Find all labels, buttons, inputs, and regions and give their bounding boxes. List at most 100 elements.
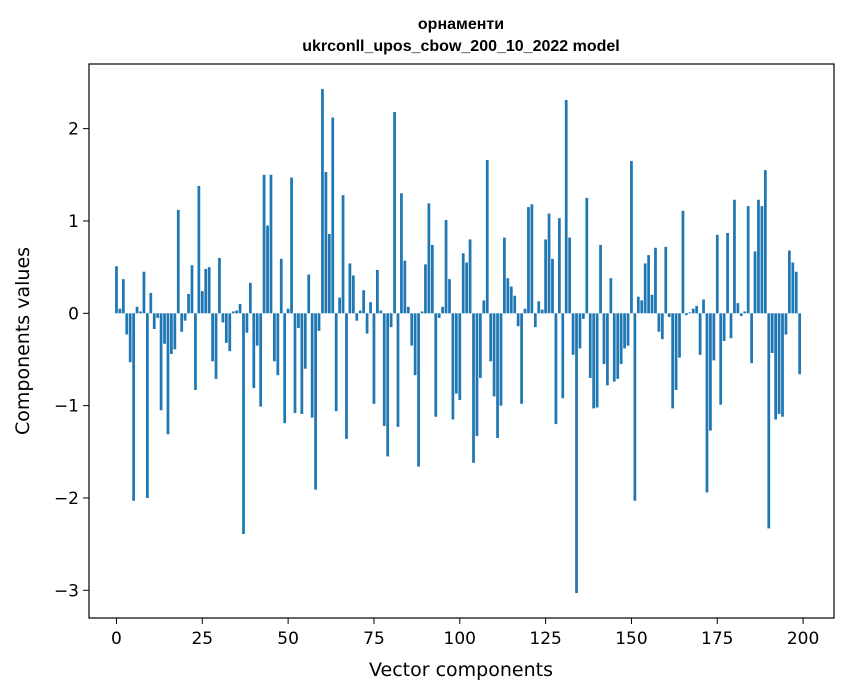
bar [142,271,146,314]
bars-group [115,88,802,594]
bar [430,244,434,314]
bar [798,313,802,375]
bar [513,295,517,314]
bar [685,313,688,316]
bar [448,279,451,314]
bar [145,313,149,498]
bar [489,313,493,362]
bar [444,220,448,314]
bar [743,311,747,314]
bar [331,117,335,314]
bar [739,313,743,317]
bar [132,313,136,501]
y-tick-label: 2 [68,120,79,140]
bar [606,313,609,386]
bar [643,263,647,314]
bar [297,313,300,329]
x-tick-label: 25 [191,629,213,649]
bar [705,313,709,493]
bar [503,237,506,314]
bar [231,311,235,314]
bar [619,313,623,365]
bar [472,313,475,463]
bar [379,310,383,314]
bar [159,313,163,411]
bar [139,311,142,314]
chart-subtitle: ukrconll_upos_cbow_200_10_2022 model [302,38,619,55]
bar [753,251,757,314]
bar [273,313,276,362]
bar [286,308,290,314]
bar [784,313,788,335]
bar [276,313,280,376]
x-tick-label: 125 [529,629,561,649]
bar [324,172,328,314]
bar [382,313,386,426]
bar [757,199,760,314]
x-tick-label: 75 [363,629,385,649]
bar [125,313,129,335]
plot-frame [88,63,835,619]
bar [283,313,287,424]
bar [365,313,369,334]
bar [585,197,589,314]
bar [599,244,602,314]
bar [688,312,692,314]
bar [255,313,259,346]
bar [506,278,510,314]
bar [187,293,190,314]
bar [702,299,705,314]
y-axis-label: Components values [12,247,34,435]
bar [750,313,753,364]
bar [712,313,716,361]
x-tick-label: 0 [111,629,122,649]
bar [479,313,482,378]
y-ticks: 2 1 0 −1 −2 −3 [54,120,89,601]
bar [788,250,791,314]
bar [269,174,273,314]
bar [183,313,187,321]
bar [636,296,640,314]
y-tick-label: −3 [54,581,79,601]
bar [674,313,678,390]
bar [163,313,166,344]
bar [403,260,407,314]
bar [200,291,204,314]
x-tick-label: 50 [277,629,299,649]
bar [214,313,218,379]
bar [509,286,513,314]
bar [612,313,616,382]
bar [128,313,132,363]
bar [427,203,431,314]
bar [465,262,469,314]
bar [544,239,547,314]
bar [630,160,633,314]
bar [190,265,194,314]
bar [413,313,417,376]
bar [194,313,197,390]
bar [763,170,767,314]
bar [468,239,472,314]
bar [499,313,503,406]
bar [527,207,530,314]
bar [327,233,331,314]
bar [654,247,657,314]
bar [303,313,307,369]
bar [530,204,534,314]
bar [794,271,798,314]
y-tick-label: −1 [54,397,79,417]
bar [520,313,523,404]
bar [516,313,520,327]
y-tick-label: 0 [68,304,79,324]
bar [317,313,321,331]
bar [238,304,242,314]
bar [118,308,122,314]
x-tick-label: 100 [444,629,476,649]
bar [396,313,400,427]
bar [211,313,214,362]
bar [667,313,671,317]
bar [259,313,263,407]
bar [358,310,362,314]
bar [523,308,527,314]
bar [561,313,565,399]
